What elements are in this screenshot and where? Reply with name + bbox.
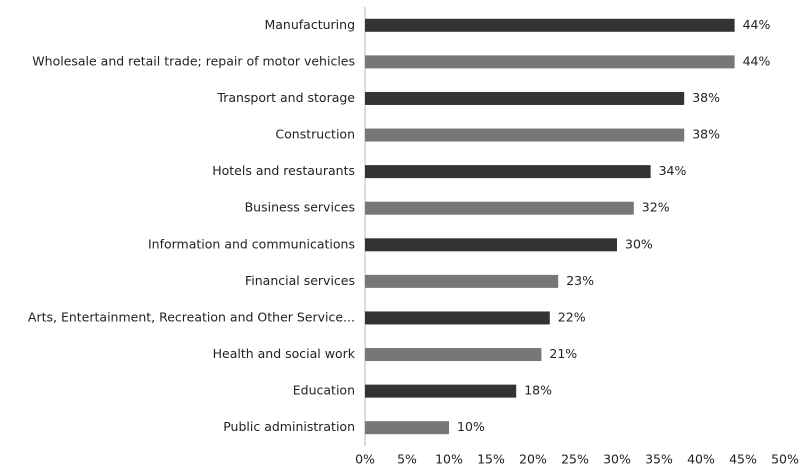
bar (365, 384, 517, 398)
data-label: 38% (692, 90, 720, 105)
x-tick-label: 25% (561, 452, 589, 467)
y-tick-label: Hotels and restaurants (212, 163, 355, 178)
data-label: 44% (743, 53, 771, 68)
y-tick-label: Public administration (223, 419, 355, 434)
x-tick-label: 0% (355, 452, 375, 467)
x-tick-label: 10% (435, 452, 463, 467)
data-label: 10% (457, 419, 485, 434)
x-tick-label: 30% (603, 452, 631, 467)
bar (365, 238, 617, 252)
data-label: 34% (659, 163, 687, 178)
data-label: 38% (692, 127, 720, 142)
y-tick-label: Arts, Entertainment, Recreation and Othe… (28, 309, 355, 324)
y-tick-label: Business services (245, 200, 355, 215)
bar (365, 348, 542, 362)
bar (365, 128, 685, 142)
data-label: 18% (524, 383, 552, 398)
bar (365, 201, 634, 215)
y-tick-label: Financial services (245, 273, 355, 288)
bar (365, 18, 735, 32)
x-tick-label: 50% (771, 452, 799, 467)
x-tick-label: 45% (729, 452, 757, 467)
x-tick-label: 35% (645, 452, 673, 467)
y-tick-label: Information and communications (148, 236, 355, 251)
y-tick-label: Wholesale and retail trade; repair of mo… (32, 53, 355, 68)
bar (365, 311, 550, 325)
y-tick-label: Education (293, 383, 355, 398)
y-tick-label: Transport and storage (216, 90, 355, 105)
data-label: 32% (642, 200, 670, 215)
x-tick-label: 40% (687, 452, 715, 467)
bar (365, 55, 735, 69)
data-label: 30% (625, 236, 653, 251)
data-label: 44% (743, 17, 771, 32)
bar (365, 91, 685, 105)
y-tick-label: Health and social work (213, 346, 356, 361)
data-label: 23% (566, 273, 594, 288)
bar (365, 274, 559, 288)
x-tick-label: 20% (519, 452, 547, 467)
y-tick-label: Construction (275, 127, 355, 142)
data-label: 21% (549, 346, 577, 361)
x-tick-label: 15% (477, 452, 505, 467)
bar (365, 421, 449, 435)
data-label: 22% (558, 309, 586, 324)
x-tick-label: 5% (397, 452, 417, 467)
bar (365, 165, 651, 179)
y-tick-label: Manufacturing (264, 17, 355, 32)
